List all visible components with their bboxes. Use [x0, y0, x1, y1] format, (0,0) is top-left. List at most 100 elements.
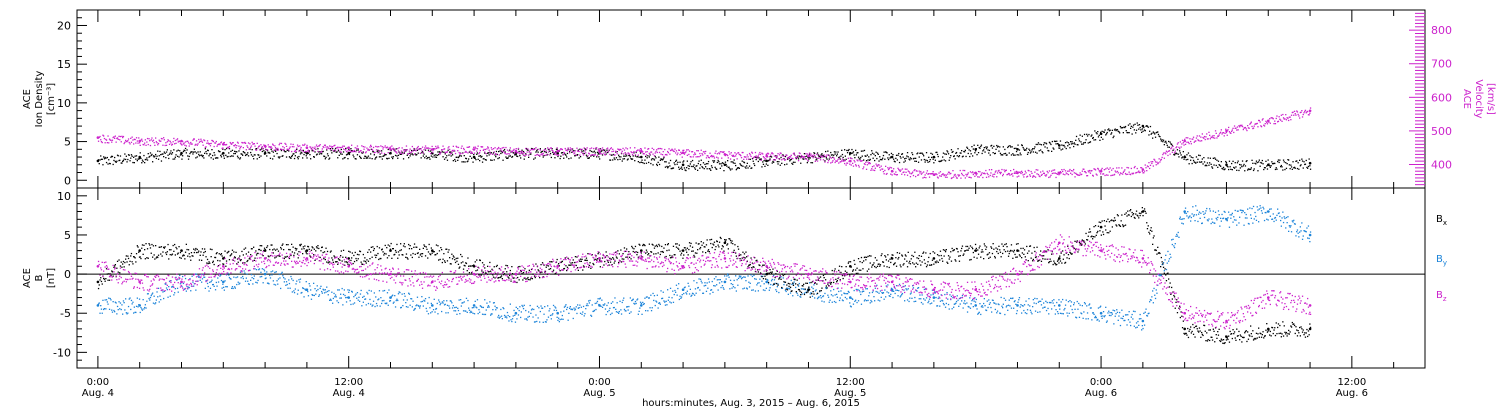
velocity-sample [481, 146, 484, 148]
density-sample [193, 151, 195, 153]
density-sample [1220, 161, 1222, 163]
by-sample [255, 281, 257, 283]
density-sample [1053, 140, 1056, 142]
by-sample [693, 280, 695, 282]
density-sample [421, 152, 423, 154]
density-sample [909, 157, 912, 159]
by-sample [966, 311, 969, 313]
velocity-sample [1203, 137, 1205, 139]
density-sample [403, 152, 405, 154]
by-sample [318, 294, 321, 296]
velocity-sample [275, 148, 277, 150]
density-sample [346, 153, 348, 156]
density-sample [808, 153, 811, 155]
velocity-sample [528, 151, 530, 153]
velocity-sample [176, 138, 179, 140]
velocity-sample [564, 147, 566, 150]
by-sample [1034, 297, 1036, 300]
by-sample [1073, 302, 1075, 304]
density-sample [645, 162, 648, 164]
by-sample [1122, 315, 1124, 317]
density-sample [914, 160, 916, 162]
density-sample [816, 152, 819, 154]
velocity-sample [1078, 174, 1081, 176]
density-sample [253, 154, 255, 156]
density-sample [195, 157, 197, 159]
velocity-sample [926, 170, 928, 172]
density-sample [1233, 166, 1235, 169]
velocity-sample [1045, 175, 1047, 177]
velocity-sample [1043, 172, 1045, 174]
density-sample [1269, 166, 1271, 168]
by-sample [715, 276, 717, 278]
velocity-sample [775, 156, 777, 158]
density-sample [1124, 126, 1126, 129]
velocity-sample [879, 166, 881, 169]
by-sample [162, 291, 164, 293]
density-sample [1114, 128, 1116, 130]
by-sample [596, 300, 599, 303]
density-sample [364, 155, 367, 158]
density-sample [340, 153, 342, 155]
velocity-sample [103, 135, 105, 137]
velocity-sample [164, 144, 166, 147]
velocity-sample [522, 154, 525, 157]
density-sample [270, 148, 272, 150]
velocity-sample [1262, 118, 1264, 120]
density-sample [1142, 130, 1144, 132]
by-sample [394, 295, 396, 297]
velocity-sample [1044, 174, 1046, 176]
by-sample [363, 295, 365, 297]
by-sample [732, 286, 735, 288]
density-sample [983, 149, 985, 151]
density-sample [918, 156, 920, 158]
density-sample [511, 156, 513, 158]
density-sample [521, 149, 523, 151]
density-sample [650, 162, 652, 165]
density-sample [436, 154, 438, 156]
density-sample [335, 151, 337, 153]
velocity-sample [1084, 171, 1086, 173]
by-sample [260, 271, 262, 273]
by-sample [626, 306, 628, 308]
velocity-sample [1063, 168, 1065, 171]
density-sample [200, 154, 202, 156]
by-sample [769, 287, 771, 289]
density-sample [857, 152, 859, 154]
velocity-sample [972, 173, 974, 176]
density-sample [435, 156, 438, 158]
density-sample [1136, 122, 1138, 124]
velocity-sample [1244, 126, 1247, 129]
density-sample [585, 149, 587, 151]
density-sample [506, 157, 509, 159]
velocity-sample [935, 173, 937, 175]
density-sample [621, 160, 623, 162]
by-sample [648, 297, 650, 299]
by-sample [736, 279, 738, 281]
velocity-sample [1299, 117, 1301, 119]
velocity-sample [385, 146, 387, 149]
density-sample [387, 148, 389, 151]
velocity-sample [1259, 121, 1261, 123]
density-sample [169, 152, 171, 154]
by-sample [149, 296, 152, 299]
velocity-sample [1002, 173, 1004, 175]
by-sample [887, 284, 889, 286]
density-sample [929, 159, 931, 161]
velocity-sample [1309, 112, 1311, 114]
by-sample [372, 300, 375, 302]
density-sample [1204, 165, 1206, 167]
velocity-sample [244, 142, 247, 144]
by-sample [557, 319, 559, 321]
density-sample [1028, 148, 1030, 150]
velocity-sample [774, 159, 776, 161]
density-sample [1277, 159, 1280, 161]
velocity-sample [553, 152, 555, 154]
velocity-sample [391, 145, 393, 147]
velocity-sample [179, 140, 181, 142]
velocity-sample [611, 150, 613, 153]
velocity-sample [974, 175, 976, 177]
density-sample [509, 155, 511, 157]
density-sample [736, 167, 738, 170]
velocity-sample [964, 169, 966, 172]
